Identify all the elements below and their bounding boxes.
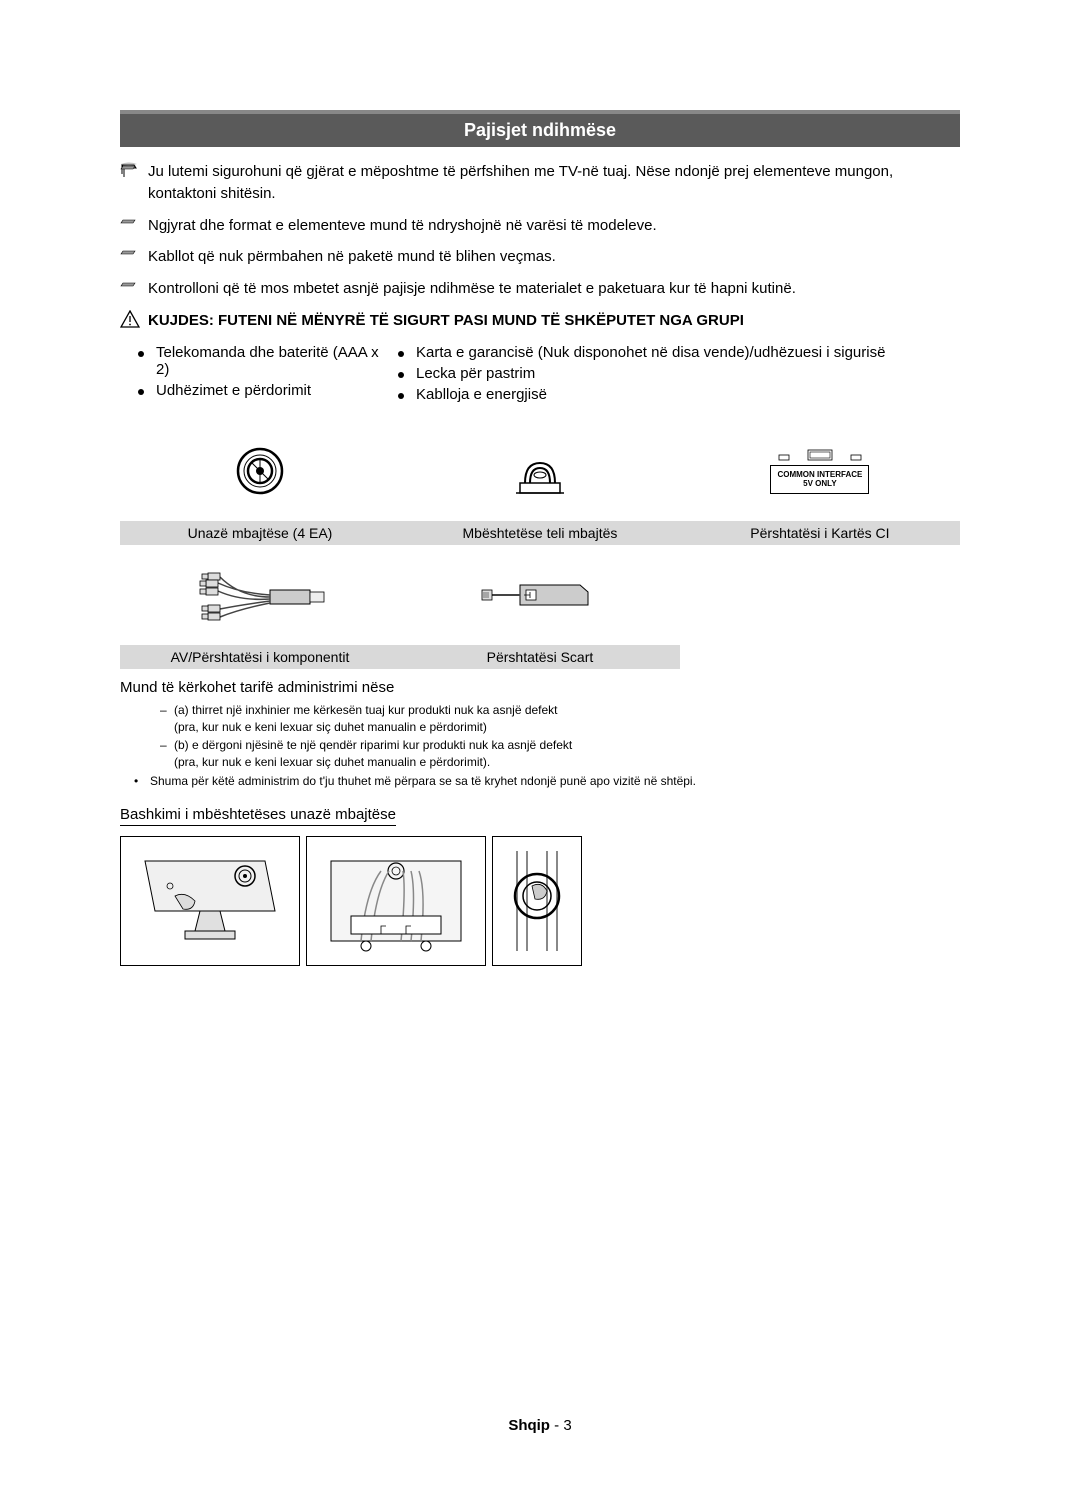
assembly-diagram-2	[306, 836, 486, 966]
ci-label-2: 5V ONLY	[777, 479, 862, 489]
note-text: Kabllot që nuk përmbahen në paketë mund …	[148, 246, 556, 268]
accessory-label: Mbështetëse teli mbajtës	[400, 521, 680, 545]
list-item: Karta e garancisë (Nuk disponohet në dis…	[390, 344, 960, 361]
accessory-label: Përshtatësi i Kartës CI	[680, 521, 960, 545]
assembly-diagram-1	[120, 836, 300, 966]
list-item: Kablloja e energjisë	[390, 386, 960, 403]
caution-text: KUJDES: FUTENI NË MËNYRË TË SIGURT PASI …	[148, 312, 744, 329]
note-icon	[120, 246, 142, 264]
list-item: (b) e dërgoni njësinë te një qendër ripa…	[160, 737, 960, 771]
wire-holder-icon	[500, 431, 580, 511]
admin-heading: Mund të kërkohet tarifë administrimi nës…	[120, 679, 960, 696]
accessory-cell: Unazë mbajtëse (4 EA)	[120, 421, 400, 545]
accessory-row: AV/Përshtatësi i komponentit Përshtatësi…	[120, 545, 960, 669]
section-header: Pajisjet ndihmëse	[120, 110, 960, 147]
note-line: Ju lutemi sigurohuni që gjërat e mëposht…	[120, 161, 960, 205]
note-line: Ngjyrat dhe format e elementeve mund të …	[120, 215, 960, 237]
assembly-diagrams	[120, 836, 960, 966]
document-page: Pajisjet ndihmëse Ju lutemi sigurohuni q…	[0, 0, 1080, 1026]
note-icon	[120, 215, 142, 233]
caution-line: KUJDES: FUTENI NË MËNYRË TË SIGURT PASI …	[120, 310, 960, 332]
note-text: Ju lutemi sigurohuni që gjërat e mëposht…	[148, 161, 960, 205]
included-items: Telekomanda dhe bateritë (AAA x 2) Udhëz…	[120, 344, 960, 407]
footer-page-number: - 3	[554, 1417, 572, 1434]
page-footer: Shqip - 3	[0, 1417, 1080, 1434]
accessory-cell: Përshtatësi Scart	[400, 545, 680, 669]
accessory-label: Unazë mbajtëse (4 EA)	[120, 521, 400, 545]
list-item: Udhëzimet e përdorimit	[130, 382, 380, 399]
admin-list: (a) thirret një inxhinier me kërkesën tu…	[120, 702, 960, 771]
accessory-label: Përshtatësi Scart	[400, 645, 680, 669]
note-icon	[120, 161, 142, 179]
accessory-label: AV/Përshtatësi i komponentit	[120, 645, 400, 669]
ci-label-1: COMMON INTERFACE	[777, 470, 862, 480]
accessory-cell: AV/Përshtatësi i komponentit	[120, 545, 400, 669]
assembly-diagram-3	[492, 836, 582, 966]
note-icon	[120, 278, 142, 296]
holder-ring-icon	[232, 431, 288, 511]
list-item: (a) thirret një inxhinier me kërkesën tu…	[160, 702, 960, 736]
note-line: Kontrolloni që të mos mbetet asnjë pajis…	[120, 278, 960, 300]
warning-icon	[120, 310, 142, 332]
scart-adapter-icon	[480, 555, 600, 635]
accessory-cell: COMMON INTERFACE 5V ONLY Përshtatësi i K…	[680, 421, 960, 545]
note-text: Ngjyrat dhe format e elementeve mund të …	[148, 215, 657, 237]
av-adapter-icon	[190, 555, 330, 635]
accessory-row: Unazë mbajtëse (4 EA) Mbështetëse teli m…	[120, 421, 960, 545]
ci-card-icon: COMMON INTERFACE 5V ONLY	[770, 431, 869, 511]
note-line: Kabllot që nuk përmbahen në paketë mund …	[120, 246, 960, 268]
footer-language: Shqip	[508, 1417, 550, 1434]
list-item: Telekomanda dhe bateritë (AAA x 2)	[130, 344, 380, 378]
accessory-cell	[680, 545, 960, 669]
list-item: Lecka për pastrim	[390, 365, 960, 382]
note-text: Kontrolloni që të mos mbetet asnjë pajis…	[148, 278, 796, 300]
assembly-heading: Bashkimi i mbështetëses unazë mbajtëse	[120, 806, 396, 826]
accessory-cell: Mbështetëse teli mbajtës	[400, 421, 680, 545]
admin-note: Shuma për këtë administrim do t'ju thuhe…	[120, 773, 960, 790]
